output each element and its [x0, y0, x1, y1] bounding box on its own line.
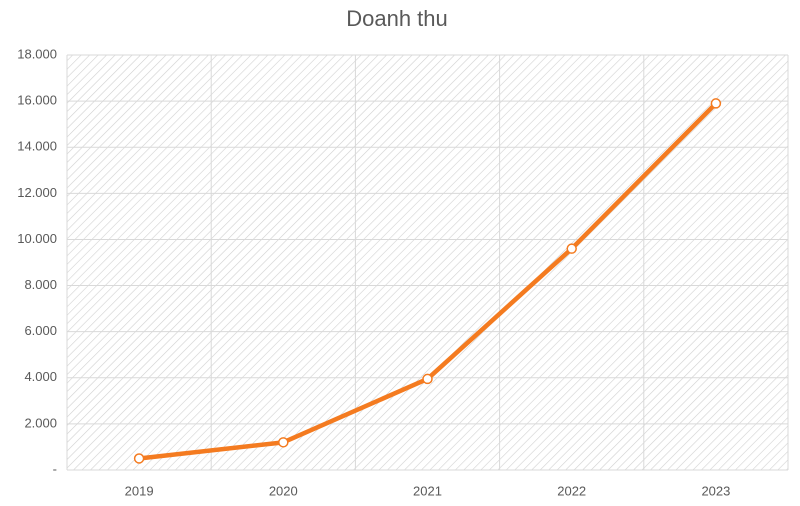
x-tick-label: 2019	[125, 483, 154, 498]
y-tick-label: 10.000	[17, 231, 57, 246]
data-point	[133, 453, 145, 464]
y-tick-label: -	[53, 461, 57, 476]
data-point	[278, 437, 289, 448]
y-tick-label: 14.000	[17, 139, 57, 154]
y-tick-label: 16.000	[17, 93, 57, 108]
data-point	[710, 98, 722, 109]
data-point	[566, 243, 577, 254]
data-point	[422, 373, 433, 385]
x-tick-label: 2021	[413, 483, 442, 498]
y-tick-label: 12.000	[17, 185, 57, 200]
y-tick-label: 18.000	[17, 46, 57, 61]
x-tick-label: 2022	[557, 483, 586, 498]
x-tick-label: 2023	[701, 483, 730, 498]
y-tick-label: 8.000	[24, 277, 57, 292]
y-tick-label: 2.000	[24, 415, 57, 430]
x-tick-label: 2020	[269, 483, 298, 498]
chart-title: Doanh thu	[346, 6, 448, 31]
y-tick-label: 6.000	[24, 323, 57, 338]
plot-area	[67, 55, 788, 470]
y-tick-label: 4.000	[24, 369, 57, 384]
